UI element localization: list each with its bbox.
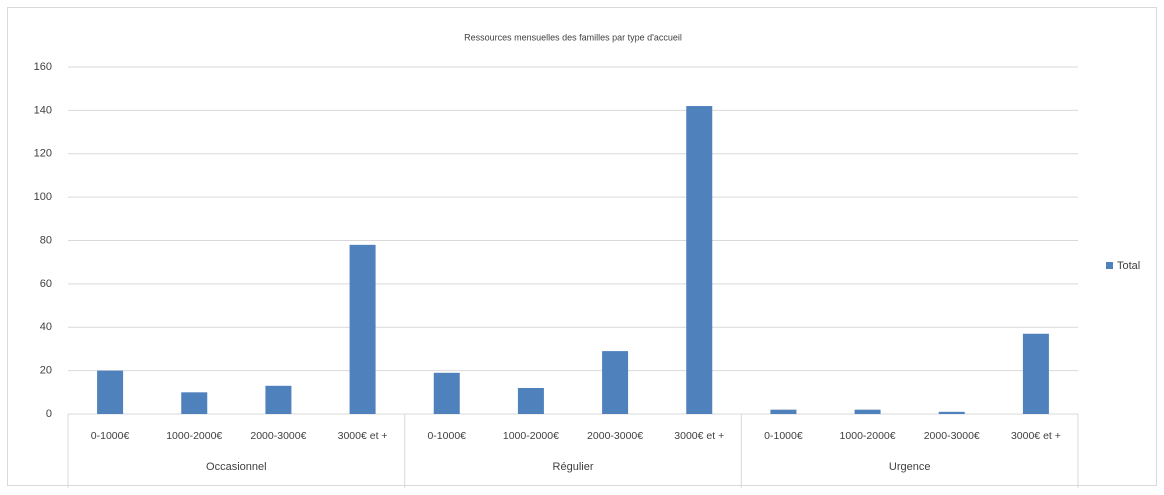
y-tick-label: 80	[40, 234, 52, 246]
group-label: Régulier	[553, 461, 594, 473]
x-tick-label: 2000-3000€	[587, 430, 643, 442]
x-tick-label: 1000-2000€	[166, 430, 222, 442]
bar	[97, 370, 124, 414]
bar	[517, 387, 544, 414]
y-tick-label: 100	[34, 191, 52, 203]
y-tick-label: 60	[40, 278, 52, 290]
x-tick-label: 3000€ et +	[338, 430, 388, 442]
bar	[854, 409, 881, 414]
x-tick-label: 2000-3000€	[250, 430, 306, 442]
x-tick-label: 0-1000€	[427, 430, 466, 442]
y-tick-label: 120	[34, 148, 52, 160]
x-tick-label: 1000-2000€	[840, 430, 896, 442]
bar	[1022, 333, 1049, 414]
y-tick-label: 0	[46, 408, 52, 420]
bar	[686, 106, 713, 414]
x-tick-label: 3000€ et +	[1011, 430, 1061, 442]
y-tick-label: 20	[40, 365, 52, 377]
legend-swatch	[1106, 262, 1113, 269]
legend-label: Total	[1117, 260, 1140, 272]
group-label: Urgence	[889, 461, 931, 473]
chart-title: Ressources mensuelles des familles par t…	[464, 32, 682, 42]
bar	[602, 351, 629, 414]
bar	[265, 385, 292, 414]
x-tick-label: 1000-2000€	[503, 430, 559, 442]
y-tick-label: 40	[40, 321, 52, 333]
bar	[770, 409, 797, 414]
y-tick-label: 160	[34, 61, 52, 73]
group-label: Occasionnel	[206, 461, 267, 473]
x-tick-label: 0-1000€	[91, 430, 130, 442]
x-tick-label: 0-1000€	[764, 430, 803, 442]
bar	[349, 244, 376, 414]
x-tick-label: 2000-3000€	[924, 430, 980, 442]
bar	[938, 411, 965, 414]
bar	[433, 372, 460, 414]
y-tick-label: 140	[34, 104, 52, 116]
bar	[181, 392, 208, 414]
x-tick-label: 3000€ et +	[674, 430, 724, 442]
